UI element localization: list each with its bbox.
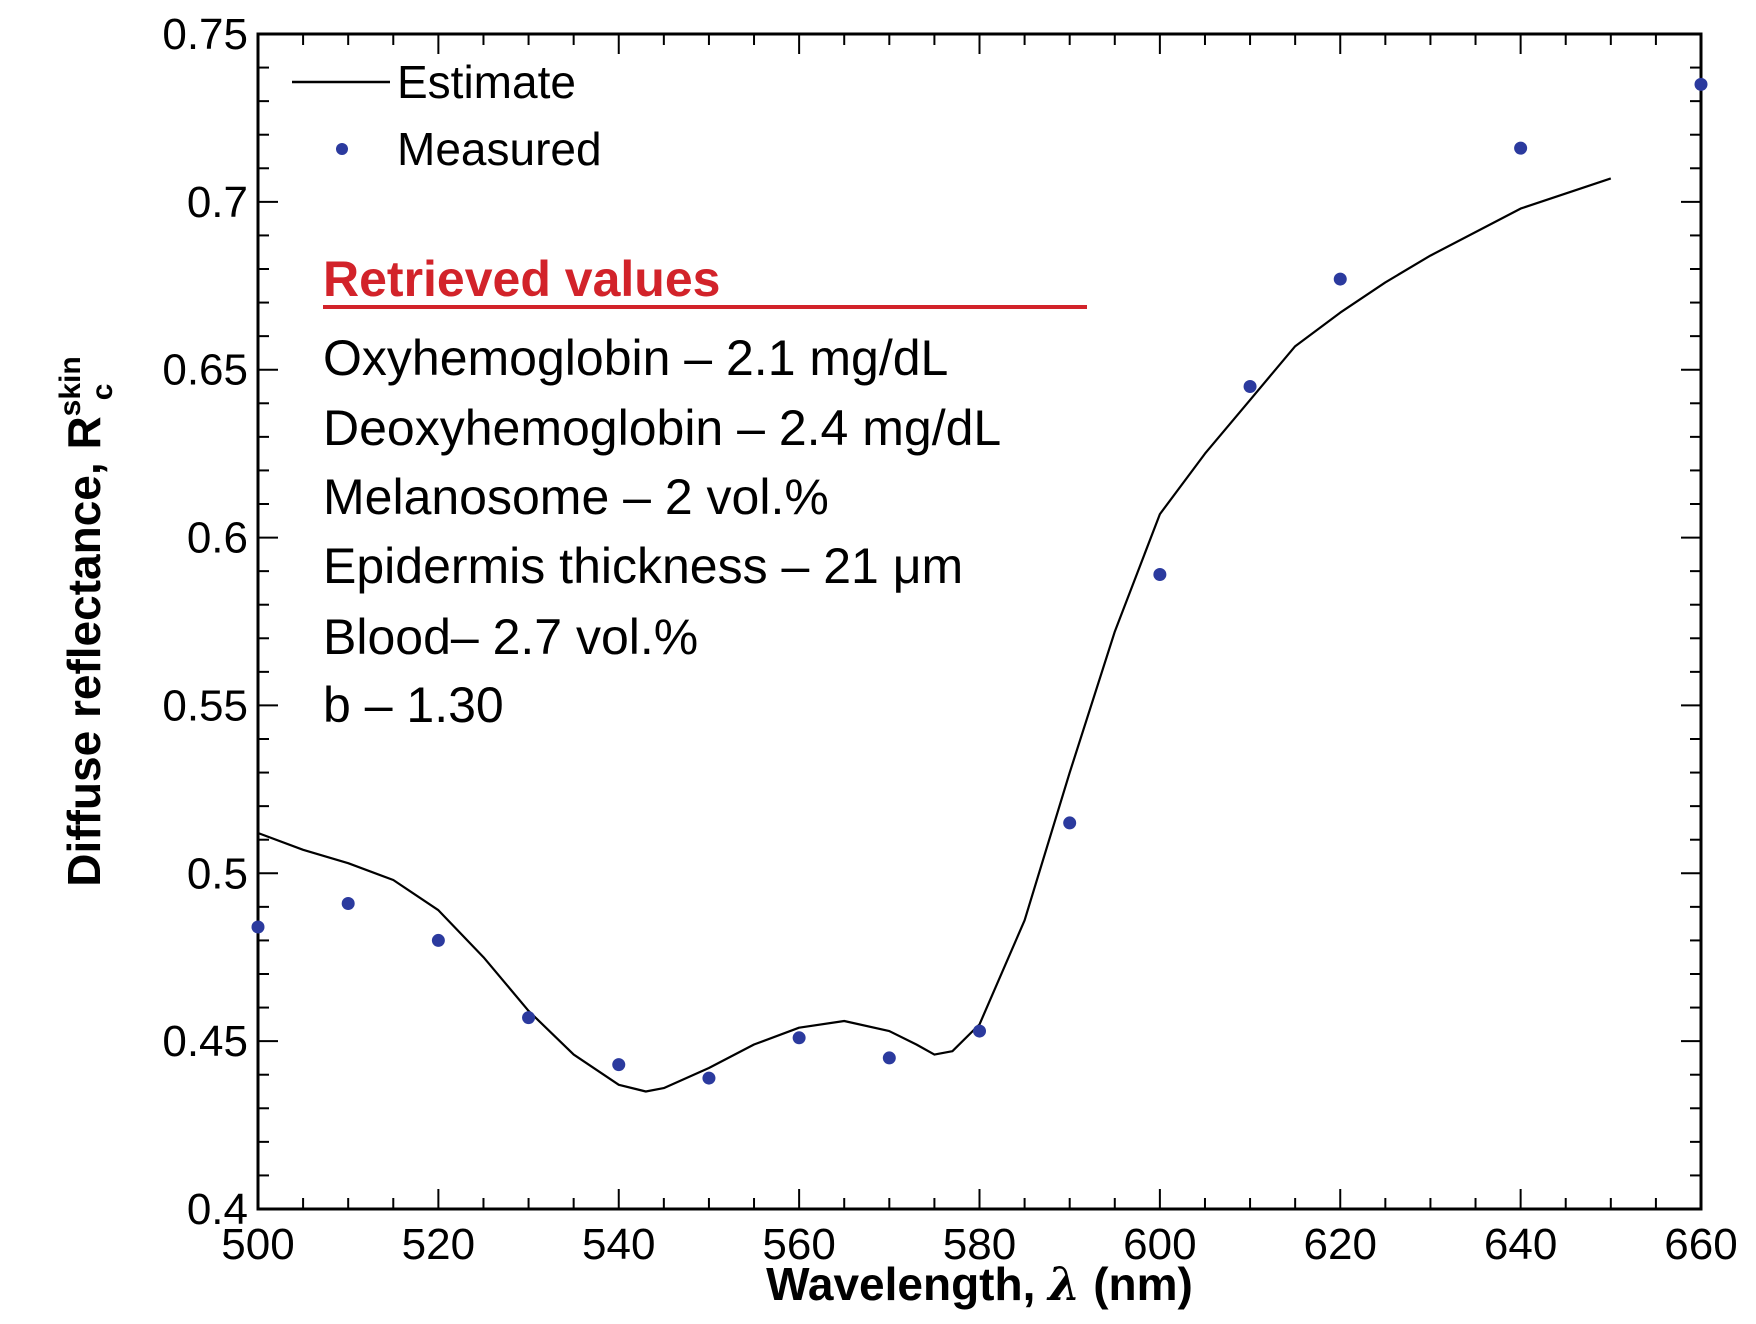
measured-point <box>882 1051 896 1065</box>
legend-measured-swatch <box>336 143 348 155</box>
measured-point <box>341 897 355 910</box>
x-tick-label: 540 <box>582 1220 655 1269</box>
annotation-line-blood: Blood– 2.7 vol.% <box>323 609 698 665</box>
measured-point <box>1153 568 1167 581</box>
measured-point <box>1243 380 1257 393</box>
measured-point <box>1063 816 1077 830</box>
x-tick-label: 620 <box>1304 1220 1377 1269</box>
y-axis-title-main: Diffuse reflectance, R <box>58 416 110 886</box>
y-tick-label: 0.55 <box>162 681 248 730</box>
legend: Estimate Measured <box>292 56 602 175</box>
x-axis-title-main: Wavelength, <box>766 1258 1048 1310</box>
legend-measured-label: Measured <box>397 123 602 175</box>
measured-point <box>522 1011 536 1025</box>
x-tick-label: 580 <box>943 1220 1016 1269</box>
x-tick-label: 640 <box>1484 1220 1557 1269</box>
x-axis-title: Wavelength, λ (nm) <box>766 1257 1193 1311</box>
annotation-line-deoxyhemoglobin: Deoxyhemoglobin – 2.4 mg/dL <box>323 400 1001 456</box>
plot-frame <box>256 32 1703 1211</box>
measured-point <box>1514 141 1528 155</box>
y-tick-label: 0.5 <box>187 849 248 898</box>
x-tick-label: 520 <box>402 1220 475 1269</box>
y-tick-labels: 0.4 0.45 0.5 0.55 0.6 0.65 0.7 0.75 <box>162 10 248 1234</box>
y-tick-label: 0.4 <box>187 1185 248 1234</box>
y-axis-title-superscript: skin <box>54 356 87 416</box>
y-tick-label: 0.7 <box>187 178 248 227</box>
measured-point <box>1333 272 1347 286</box>
measured-point <box>251 920 265 934</box>
measured-point <box>431 933 445 947</box>
measured-point <box>792 1031 806 1045</box>
annotation-line-oxyhemoglobin: Oxyhemoglobin – 2.1 mg/dL <box>323 330 948 386</box>
x-tick-labels: 500 520 540 560 580 600 620 640 660 <box>221 1220 1737 1269</box>
y-tick-label: 0.65 <box>162 346 248 395</box>
annotation-heading: Retrieved values <box>323 251 720 307</box>
x-axis-title-symbol: λ <box>1046 1257 1080 1311</box>
y-axis-title: Diffuse reflectance, Rskinc <box>54 356 119 886</box>
y-tick-label: 0.45 <box>162 1017 248 1066</box>
measured-point <box>973 1024 986 1038</box>
y-axis-title-subscript: c <box>86 384 119 401</box>
x-axis-title-unit: (nm) <box>1080 1258 1192 1310</box>
annotation-line-melanosome: Melanosome – 2 vol.% <box>323 469 829 525</box>
measured-point <box>702 1071 716 1085</box>
x-tick-label: 560 <box>762 1220 835 1269</box>
legend-estimate-label: Estimate <box>397 56 576 108</box>
annotation-line-b: b – 1.30 <box>323 677 504 733</box>
estimate-line <box>257 177 1612 1093</box>
x-tick-label: 500 <box>221 1220 294 1269</box>
y-tick-label: 0.75 <box>162 10 248 59</box>
y-tick-label: 0.6 <box>187 514 248 563</box>
annotation-line-epidermis-thickness: Epidermis thickness – 21 μm <box>323 538 963 594</box>
x-tick-label: 600 <box>1123 1220 1196 1269</box>
x-tick-label: 660 <box>1664 1220 1737 1269</box>
series-measured <box>251 77 1708 1085</box>
measured-point <box>1694 77 1708 91</box>
measured-point <box>612 1058 626 1072</box>
series-estimate <box>257 177 1612 1093</box>
retrieved-values-annotation: Retrieved values Oxyhemoglobin – 2.1 mg/… <box>323 251 1087 733</box>
